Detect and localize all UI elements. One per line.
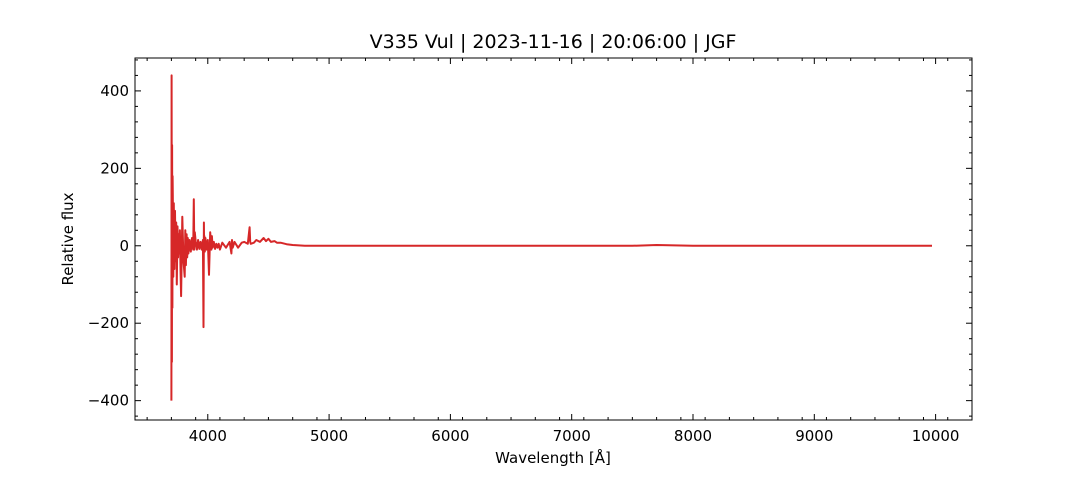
chart-title: V335 Vul | 2023-11-16 | 20:06:00 | JGF bbox=[370, 31, 737, 53]
x-tick-label: 10000 bbox=[912, 427, 960, 445]
x-axis-label: Wavelength [Å] bbox=[495, 448, 611, 467]
x-tick-label: 6000 bbox=[431, 427, 469, 445]
series-line-0 bbox=[170, 74, 932, 401]
x-tick-label: 8000 bbox=[674, 427, 712, 445]
plot-area bbox=[170, 74, 932, 401]
y-tick-label: −400 bbox=[88, 392, 129, 410]
y-tick-label: 200 bbox=[100, 159, 129, 177]
x-tick-label: 4000 bbox=[189, 427, 227, 445]
ticks: 4000 5000 6000 7000 8000 9000 10000 −400 −200 0 20… bbox=[88, 58, 972, 445]
axes-frame bbox=[134, 57, 973, 421]
y-tick-label: 0 bbox=[119, 237, 129, 255]
x-tick-label: 7000 bbox=[553, 427, 591, 445]
y-tick-label: −200 bbox=[88, 314, 129, 332]
x-tick-label: 5000 bbox=[310, 427, 348, 445]
x-tick-label: 9000 bbox=[795, 427, 833, 445]
y-axis-label: Relative flux bbox=[59, 192, 77, 285]
y-tick-label: 400 bbox=[100, 82, 129, 100]
